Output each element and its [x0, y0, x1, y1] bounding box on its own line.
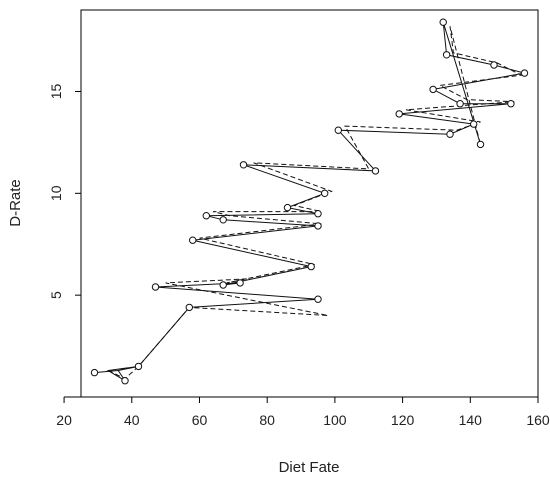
data-point — [520, 69, 529, 77]
data-point — [442, 51, 451, 59]
data-point — [307, 262, 315, 271]
data-point — [239, 161, 248, 169]
data-point — [439, 18, 447, 26]
x-axis: 20 40 60 80 100 120 140 160 — [56, 396, 550, 428]
data-point — [314, 210, 322, 218]
y-tick-label: 5 — [48, 291, 64, 299]
y-tick-label: 10 — [48, 185, 64, 201]
data-point — [236, 279, 244, 287]
data-point — [470, 120, 478, 128]
x-tick-label: 160 — [526, 412, 550, 428]
data-point — [219, 216, 227, 224]
x-tick-label: 80 — [259, 412, 275, 428]
data-point — [321, 189, 329, 198]
plot-frame — [80, 9, 539, 398]
x-axis-title: Diet Fate — [279, 459, 340, 476]
x-tick-label: 120 — [391, 412, 415, 428]
data-point — [507, 100, 515, 108]
data-point — [219, 281, 227, 289]
data-point — [283, 203, 292, 212]
data-point — [314, 222, 322, 230]
data-point — [476, 140, 485, 149]
data-point — [134, 362, 143, 371]
data-point — [334, 126, 342, 134]
x-tick-label: 40 — [124, 412, 140, 428]
x-tick-label: 20 — [56, 412, 72, 428]
data-point — [456, 100, 464, 108]
data-point — [314, 295, 322, 303]
data-point — [429, 85, 437, 94]
data-point — [121, 377, 129, 385]
data-point — [395, 110, 403, 118]
x-tick-label: 100 — [323, 412, 347, 428]
y-axis: 5 10 15 — [48, 83, 82, 299]
y-tick-label: 15 — [48, 83, 64, 99]
series-layer — [94, 22, 525, 382]
data-point — [151, 283, 160, 291]
data-point — [189, 236, 197, 244]
data-point — [202, 212, 211, 220]
x-tick-label: 140 — [459, 412, 483, 428]
data-point — [371, 167, 380, 175]
series-line-1 — [94, 22, 525, 382]
data-point — [490, 61, 498, 69]
point-layer — [90, 18, 529, 385]
data-point — [446, 130, 454, 138]
series-line-2 — [107, 26, 523, 380]
data-point — [185, 303, 194, 312]
data-point — [90, 368, 99, 377]
x-tick-label: 60 — [192, 412, 208, 428]
y-axis-title: D-Rate — [7, 179, 24, 227]
